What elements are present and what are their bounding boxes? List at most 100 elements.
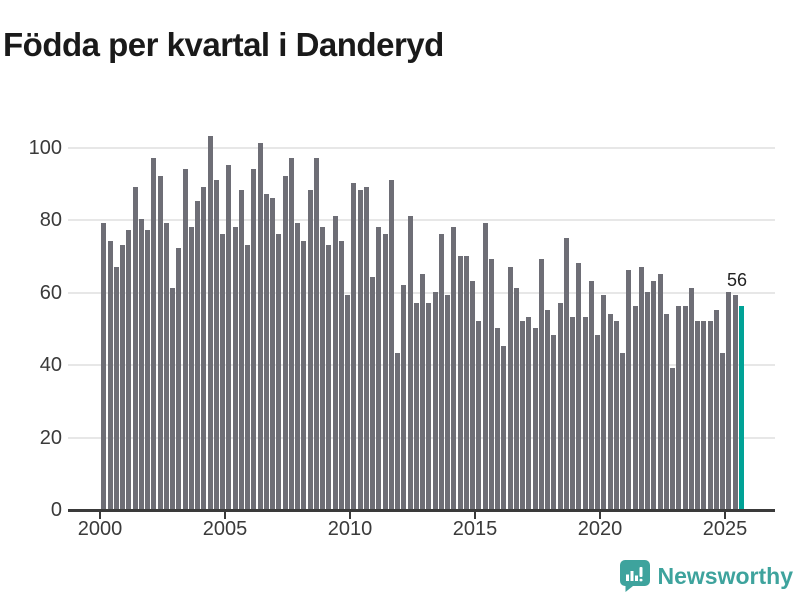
bar-2006-Q3 (263, 194, 269, 509)
bar-2014-Q4 (470, 280, 476, 509)
y-axis-label-60: 60 (39, 281, 62, 304)
x-axis-label-2020: 2020 (577, 518, 623, 540)
bar-2024-Q2 (707, 320, 713, 509)
bar-2008-Q1 (301, 241, 307, 509)
x-axis-label-2025: 2025 (702, 518, 748, 540)
bar-2011-Q3 (388, 179, 394, 509)
y-axis-label-40: 40 (39, 354, 62, 377)
bar-2004-Q4 (220, 233, 226, 509)
chart-title: Födda per kvartal i Danderyd (3, 26, 444, 64)
bar-2004-Q2 (207, 136, 213, 509)
bar-2014-Q3 (463, 255, 469, 509)
bar-2006-Q1 (251, 168, 257, 509)
bar-2019-Q1 (576, 262, 582, 509)
bar-2001-Q4 (145, 230, 151, 509)
bar-2005-Q2 (232, 226, 238, 509)
x-axis-tick-2015 (474, 512, 476, 519)
bar-2021-Q4 (645, 291, 651, 509)
bar-2016-Q3 (513, 288, 519, 509)
bar-2023-Q3 (688, 288, 694, 509)
bar-2013-Q3 (438, 233, 444, 509)
bar-2004-Q3 (213, 179, 219, 509)
gridline-100 (68, 147, 775, 149)
x-axis-line (68, 509, 775, 512)
bar-2009-Q3 (338, 241, 344, 509)
bar-2017-Q3 (538, 259, 544, 509)
bar-2021-Q3 (638, 266, 644, 509)
bar-2003-Q3 (188, 226, 194, 509)
newsworthy-logo-icon (619, 560, 650, 592)
bar-2023-Q4 (695, 320, 701, 509)
x-axis-label-2010: 2010 (327, 518, 373, 540)
bar-2006-Q4 (270, 197, 276, 509)
bar-2008-Q4 (320, 226, 326, 509)
bar-2008-Q2 (307, 190, 313, 509)
bar-2019-Q3 (588, 280, 594, 509)
bar-2011-Q4 (395, 353, 401, 509)
bar-2013-Q4 (445, 295, 451, 509)
bar-2005-Q3 (238, 190, 244, 509)
bar-2000-Q1 (101, 223, 107, 509)
bar-2011-Q1 (376, 226, 382, 509)
bar-2003-Q1 (176, 248, 182, 509)
bar-2005-Q1 (226, 165, 232, 509)
bar-2024-Q4 (720, 353, 726, 509)
y-axis-label-100: 100 (28, 137, 62, 159)
bar-2015-Q4 (495, 328, 501, 509)
bar-2016-Q2 (507, 266, 513, 509)
bar-2011-Q2 (382, 233, 388, 509)
bar-2007-Q2 (282, 176, 288, 509)
bar-2022-Q3 (663, 313, 669, 509)
bar-2002-Q2 (157, 176, 163, 509)
bar-2022-Q2 (657, 273, 663, 509)
last-value-label: 56 (726, 270, 748, 290)
bar-2012-Q1 (401, 284, 407, 509)
x-axis-tick-2025 (724, 512, 726, 519)
bar-2025-Q1 (726, 291, 732, 509)
bar-2021-Q1 (626, 270, 632, 509)
bar-2012-Q2 (407, 215, 413, 509)
bar-2017-Q2 (532, 328, 538, 509)
bar-2003-Q2 (182, 168, 188, 509)
bar-2018-Q4 (570, 317, 576, 509)
bar-2010-Q3 (363, 186, 369, 509)
bar-2023-Q2 (682, 306, 688, 509)
bar-2017-Q4 (545, 309, 551, 509)
x-axis-tick-2005 (224, 512, 226, 519)
x-axis-tick-2020 (599, 512, 601, 519)
bar-2002-Q1 (151, 157, 157, 509)
bar-2021-Q2 (632, 306, 638, 509)
bar-2012-Q4 (420, 273, 426, 509)
bar-2020-Q2 (607, 313, 613, 509)
y-axis-label-0: 0 (50, 499, 62, 521)
bar-2019-Q2 (582, 317, 588, 509)
x-axis-tick-2000 (99, 512, 101, 519)
gridline-80 (68, 219, 775, 222)
bar-2014-Q1 (451, 226, 457, 509)
bar-2022-Q4 (670, 367, 676, 509)
bar-2004-Q1 (201, 186, 207, 509)
bar-2023-Q1 (676, 306, 682, 509)
x-axis-label-2000: 2000 (77, 518, 123, 540)
bar-2018-Q3 (563, 237, 569, 509)
bar-2000-Q2 (107, 241, 113, 509)
bar-2020-Q3 (613, 320, 619, 509)
bar-2009-Q1 (326, 244, 332, 509)
bar-2016-Q1 (501, 346, 507, 509)
brand-footer: Newsworthy (619, 559, 793, 592)
bar-2020-Q4 (620, 353, 626, 509)
bar-2006-Q2 (257, 143, 263, 509)
x-axis-label-2005: 2005 (202, 518, 248, 540)
bar-2018-Q1 (551, 335, 557, 509)
bar-2017-Q1 (526, 317, 532, 509)
x-axis-label-2015: 2015 (452, 518, 498, 540)
bar-2000-Q4 (120, 244, 126, 509)
bar-2007-Q4 (295, 223, 301, 509)
bar-2019-Q4 (595, 335, 601, 509)
bar-2000-Q3 (113, 266, 119, 509)
bar-2013-Q2 (432, 291, 438, 509)
bar-2001-Q2 (132, 186, 138, 509)
bar-2012-Q3 (413, 302, 419, 509)
bar-2020-Q1 (601, 295, 607, 509)
